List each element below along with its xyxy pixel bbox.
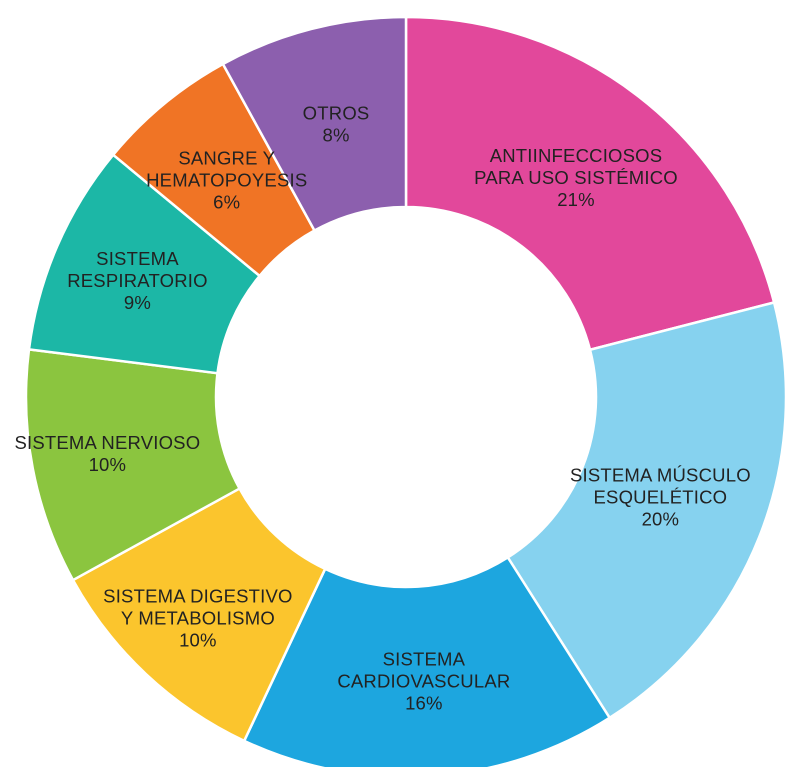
- slice-label: SISTEMA NERVIOSO 10%: [14, 432, 200, 475]
- slice-category-label: SISTEMA: [96, 248, 179, 269]
- slice-label: SISTEMA RESPIRATORIO 9%: [67, 248, 208, 313]
- slice-percent-label: 6%: [213, 191, 240, 212]
- slice-percent-label: 16%: [405, 692, 443, 713]
- slice-category-label: RESPIRATORIO: [67, 270, 208, 291]
- slice-percent-label: 9%: [124, 292, 151, 313]
- donut-slice: [221, 15, 408, 233]
- slice-label: OTROS 8%: [303, 103, 370, 146]
- slice-label: SISTEMA CARDIOVASCULAR 16%: [337, 648, 510, 713]
- slice-category-label: ANTIINFECCIOSOS: [490, 145, 663, 166]
- slice-category-label: ESQUELÉTICO: [593, 487, 727, 508]
- labels-layer: ANTIINFECCIOSOS PARA USO SISTÉMICO 21% SIST…: [14, 103, 750, 714]
- slice-category-label: HEMATOPOYESIS: [146, 169, 307, 190]
- slice-percent-label: 10%: [179, 630, 217, 651]
- slice-percent-label: 8%: [322, 125, 349, 146]
- slice-category-label: OTROS: [303, 103, 370, 124]
- slice-label: SISTEMA DIGESTIVO Y METABOLISMO 10%: [103, 586, 292, 651]
- slices-layer: [24, 15, 788, 767]
- slice-percent-label: 21%: [557, 189, 595, 210]
- slice-percent-label: 10%: [89, 454, 127, 475]
- slice-category-label: SISTEMA: [383, 648, 466, 669]
- donut-slice: [506, 300, 788, 720]
- slice-label: ANTIINFECCIOSOS PARA USO SISTÉMICO 21%: [474, 145, 678, 210]
- slice-category-label: SISTEMA DIGESTIVO: [103, 586, 292, 607]
- slice-category-label: SANGRE Y: [178, 147, 275, 168]
- donut-slice: [404, 15, 776, 352]
- slice-percent-label: 20%: [642, 509, 680, 530]
- slice-category-label: CARDIOVASCULAR: [337, 670, 510, 691]
- slice-category-label: SISTEMA MÚSCULO: [570, 465, 751, 486]
- slice-label: SISTEMA MÚSCULO ESQUELÉTICO 20%: [570, 465, 751, 530]
- slice-category-label: Y METABOLISMO: [121, 608, 275, 629]
- donut-slice: [242, 555, 612, 767]
- slice-label: SANGRE Y HEMATOPOYESIS 6%: [146, 147, 307, 212]
- slice-category-label: PARA USO SISTÉMICO: [474, 167, 678, 188]
- slice-category-label: SISTEMA NERVIOSO: [14, 432, 200, 453]
